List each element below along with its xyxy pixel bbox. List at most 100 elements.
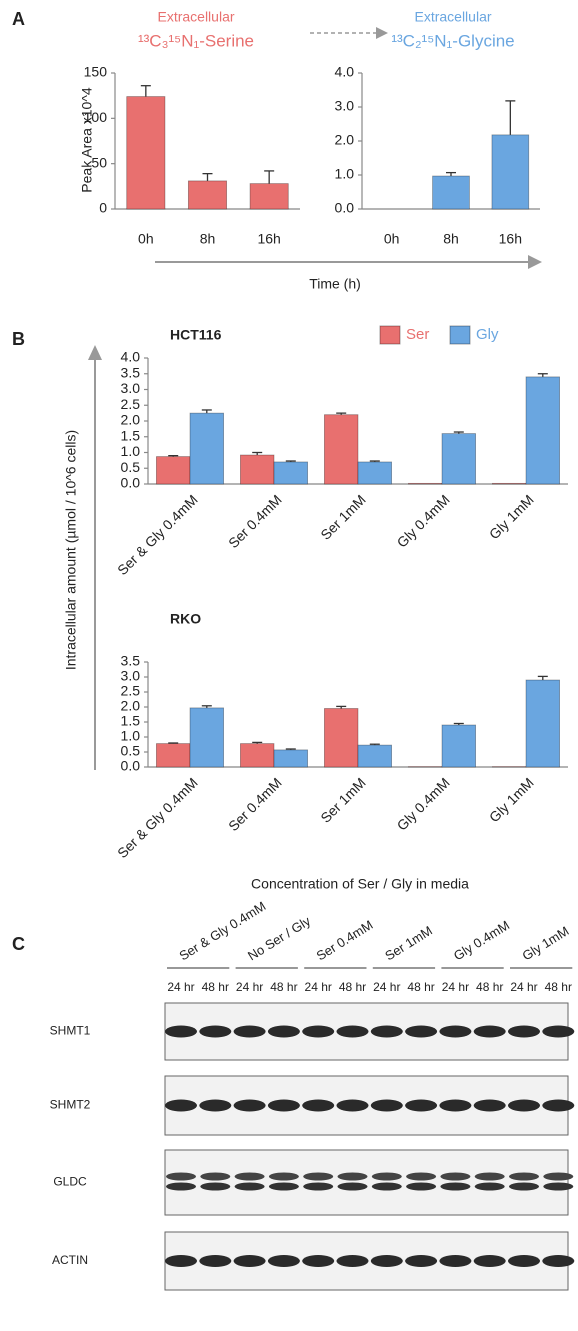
band — [439, 1255, 471, 1267]
bar — [442, 725, 476, 767]
band — [165, 1100, 197, 1112]
band — [543, 1173, 573, 1181]
y-tick-label: 3.5 — [121, 653, 141, 669]
band — [200, 1173, 230, 1181]
arrow-head — [528, 255, 542, 269]
arrow-head — [88, 345, 102, 360]
x-tick-label: Gly 0.4mM — [394, 491, 453, 550]
bar — [156, 457, 190, 484]
y-tick-label: 0.0 — [335, 200, 355, 216]
band — [372, 1183, 402, 1191]
x-axis-label: Time (h) — [309, 276, 361, 292]
band — [235, 1173, 265, 1181]
chart-subtitle: ¹³C₂¹⁵N₁-Glycine — [391, 31, 514, 50]
bar — [492, 135, 529, 209]
y-tick-label: 2.5 — [121, 683, 141, 699]
x-tick-label: 8h — [200, 231, 216, 247]
bar — [127, 97, 165, 209]
band — [337, 1026, 369, 1038]
band — [474, 1100, 506, 1112]
bar — [358, 462, 392, 484]
band — [405, 1100, 437, 1112]
band — [199, 1255, 231, 1267]
band — [302, 1100, 334, 1112]
band — [475, 1173, 505, 1181]
y-tick-label: 3.0 — [121, 668, 141, 684]
y-tick-label: 150 — [84, 64, 108, 80]
band — [166, 1183, 196, 1191]
band — [302, 1255, 334, 1267]
bar — [190, 708, 224, 767]
band — [200, 1183, 230, 1191]
bar — [324, 709, 358, 768]
lane-label: 48 hr — [339, 980, 366, 994]
chart-title: Extracellular — [157, 9, 234, 25]
band — [303, 1173, 333, 1181]
x-tick-label: Ser 0.4mM — [225, 774, 285, 834]
band — [165, 1026, 197, 1038]
lane-label: 48 hr — [407, 980, 434, 994]
bar — [240, 455, 274, 484]
band — [234, 1026, 266, 1038]
band — [509, 1183, 539, 1191]
row-label: ACTIN — [52, 1253, 88, 1267]
x-tick-label: 0h — [138, 231, 154, 247]
band — [234, 1100, 266, 1112]
lane-label: 48 hr — [202, 980, 229, 994]
y-tick-label: 3.0 — [121, 380, 141, 396]
y-tick-label: 2.0 — [335, 132, 355, 148]
band — [439, 1100, 471, 1112]
band — [405, 1026, 437, 1038]
x-tick-label: 0h — [384, 231, 400, 247]
x-tick-label: Ser 1mM — [317, 491, 368, 542]
y-tick-label: 1.0 — [335, 166, 355, 182]
bar — [492, 483, 526, 484]
band — [165, 1255, 197, 1267]
band — [542, 1100, 574, 1112]
band — [509, 1173, 539, 1181]
band — [371, 1026, 403, 1038]
chart-title: Extracellular — [414, 9, 491, 25]
y-tick-label: 50 — [91, 154, 107, 170]
x-axis-label: Concentration of Ser / Gly in media — [251, 876, 469, 892]
band — [269, 1173, 299, 1181]
band — [542, 1255, 574, 1267]
y-tick-label: 2.5 — [121, 396, 141, 412]
band — [268, 1255, 300, 1267]
x-tick-label: Gly 0.4mM — [394, 774, 453, 833]
group-label: No Ser / Gly — [245, 913, 313, 964]
band — [508, 1026, 540, 1038]
legend-label: Gly — [476, 326, 499, 343]
band — [337, 1255, 369, 1267]
x-tick-label: Ser 1mM — [317, 774, 368, 825]
lane-label: 48 hr — [476, 980, 503, 994]
band — [235, 1183, 265, 1191]
y-tick-label: 3.0 — [335, 98, 355, 114]
x-tick-label: Ser 0.4mM — [225, 491, 285, 551]
band — [199, 1026, 231, 1038]
band — [269, 1183, 299, 1191]
y-tick-label: 2.0 — [121, 698, 141, 714]
bar — [433, 176, 470, 209]
lane-label: 24 hr — [510, 980, 537, 994]
panel-letter: A — [12, 9, 25, 29]
panel-letter: B — [12, 329, 25, 349]
lane-label: 24 hr — [167, 980, 194, 994]
bar — [274, 462, 308, 484]
legend-swatch — [450, 326, 470, 344]
band — [508, 1255, 540, 1267]
blot-frame — [165, 1150, 568, 1215]
lane-label: 24 hr — [305, 980, 332, 994]
band — [474, 1026, 506, 1038]
bar — [324, 415, 358, 484]
y-tick-label: 3.5 — [121, 364, 141, 380]
x-tick-label: 8h — [443, 231, 459, 247]
bar — [156, 744, 190, 767]
band — [338, 1183, 368, 1191]
band — [439, 1026, 471, 1038]
band — [508, 1100, 540, 1112]
band — [406, 1183, 436, 1191]
bar — [442, 434, 476, 484]
chart-subtitle: ¹³C₃¹⁵N₁-Serine — [138, 31, 254, 50]
lane-label: 48 hr — [270, 980, 297, 994]
